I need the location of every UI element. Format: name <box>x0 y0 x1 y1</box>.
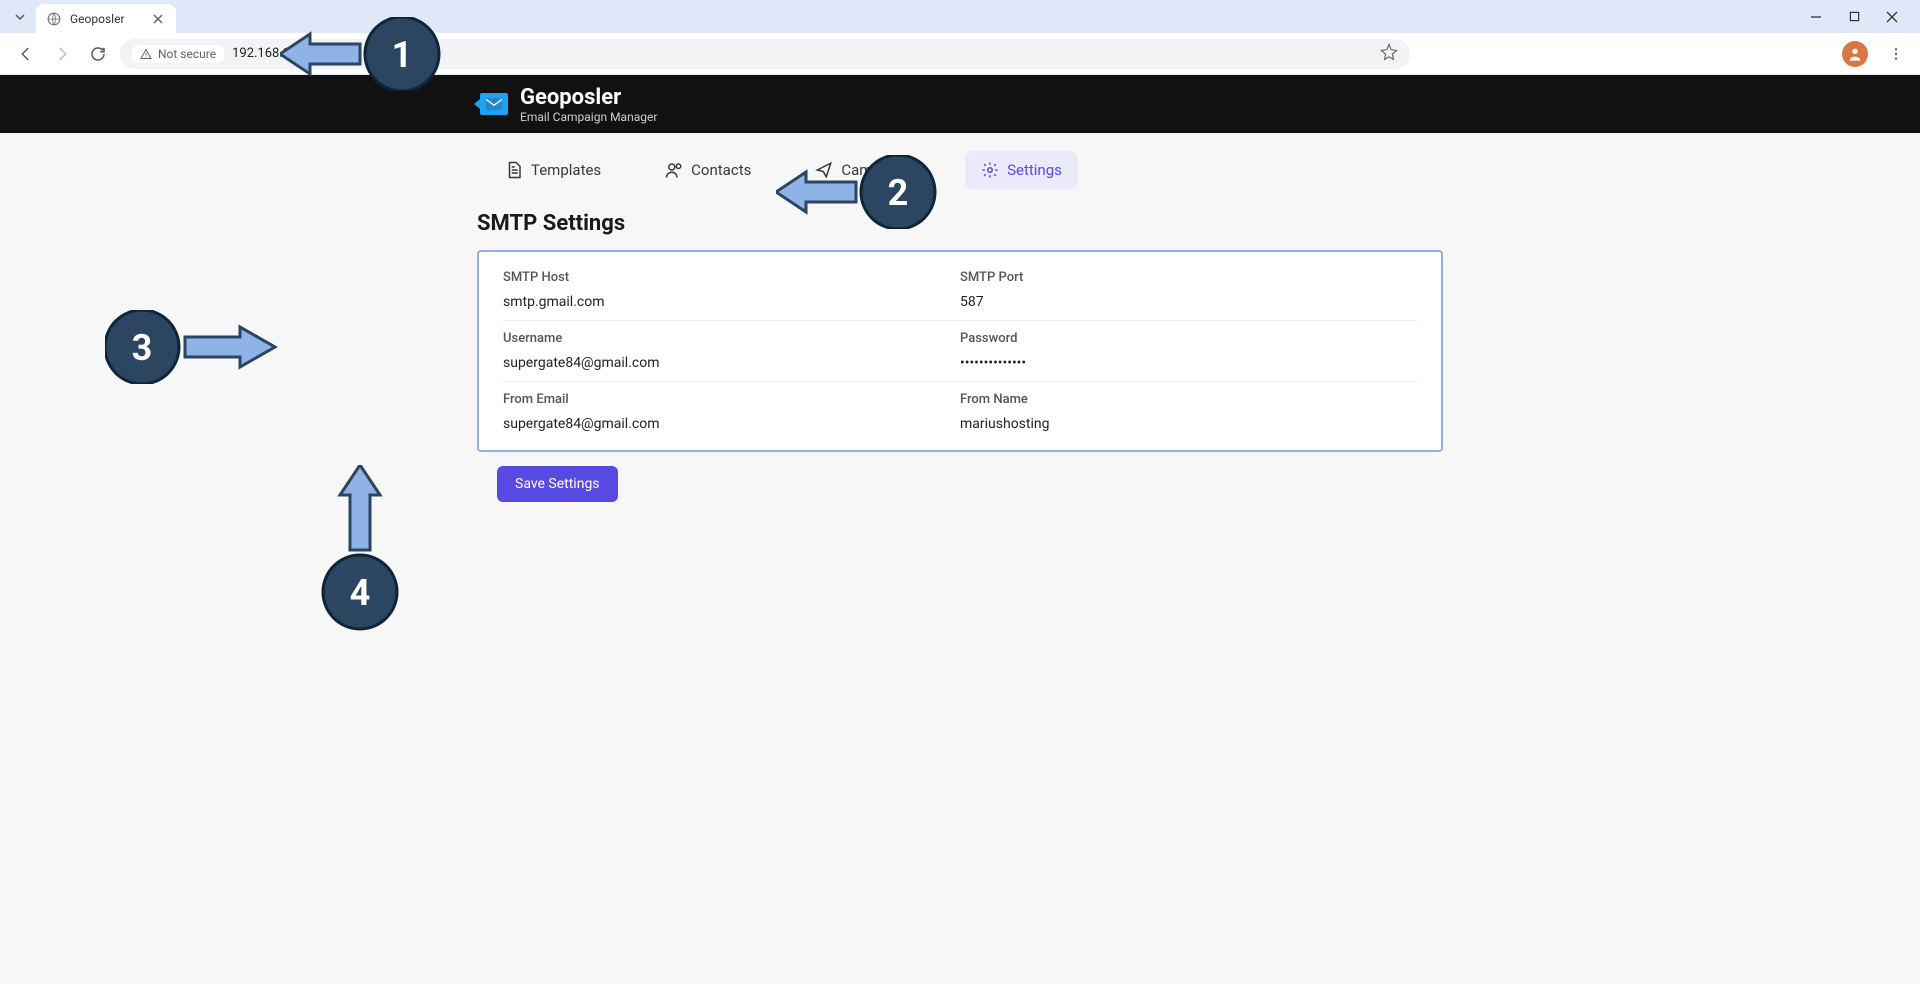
minimize-icon <box>1810 11 1822 23</box>
send-icon <box>815 161 833 179</box>
url-text: 192.168.1.18:3454 <box>232 46 340 61</box>
address-bar[interactable]: Not secure 192.168.1.18:3454 <box>120 39 1410 69</box>
tab-title: Geoposler <box>70 12 142 26</box>
field-label: From Email <box>503 392 960 407</box>
smtp-host-input[interactable] <box>503 294 960 310</box>
window-controls <box>1806 0 1912 33</box>
star-icon <box>1380 43 1398 61</box>
users-icon <box>665 161 683 179</box>
arrow-right-icon: 3 <box>105 310 280 384</box>
tab-campaigns[interactable]: Campaigns <box>799 151 933 189</box>
bookmark-button[interactable] <box>1380 43 1398 65</box>
close-icon <box>1886 11 1898 23</box>
tab-label: Settings <box>1007 161 1062 179</box>
tab-templates[interactable]: Templates <box>489 151 617 189</box>
tab-label: Templates <box>531 161 601 179</box>
from-name-input[interactable] <box>960 416 1417 432</box>
globe-icon <box>46 11 62 27</box>
annotation-3: 3 <box>105 310 280 388</box>
field-label: Username <box>503 331 960 346</box>
file-icon <box>505 161 523 179</box>
page-title: SMTP Settings <box>477 211 1443 236</box>
form-row: Username Password <box>503 321 1417 382</box>
avatar-icon <box>1847 46 1863 62</box>
maximize-button[interactable] <box>1844 7 1864 27</box>
form-row: From Email From Name <box>503 382 1417 442</box>
from-email-input[interactable] <box>503 416 960 432</box>
annotation-number: 4 <box>350 572 371 614</box>
reload-button[interactable] <box>84 40 112 68</box>
tab-label: Campaigns <box>841 161 917 179</box>
reload-icon <box>89 45 107 63</box>
save-settings-button[interactable]: Save Settings <box>497 466 618 502</box>
field-label: From Name <box>960 392 1417 407</box>
smtp-port-input[interactable] <box>960 294 1417 310</box>
annotation-4: 4 <box>318 465 402 639</box>
username-input[interactable] <box>503 355 960 371</box>
browser-menu-button[interactable] <box>1884 42 1908 66</box>
arrow-up-icon: 4 <box>318 465 402 635</box>
tab-settings[interactable]: Settings <box>965 151 1078 189</box>
page-content: Templates Contacts Campaigns Settings SM… <box>477 133 1443 502</box>
profile-avatar[interactable] <box>1842 41 1868 67</box>
close-window-button[interactable] <box>1882 7 1902 27</box>
close-icon <box>153 14 163 24</box>
browser-tab-strip: Geoposler <box>0 0 1920 33</box>
browser-toolbar: Not secure 192.168.1.18:3454 <box>0 33 1920 75</box>
nav-tabs: Templates Contacts Campaigns Settings <box>477 151 1443 189</box>
minimize-button[interactable] <box>1806 7 1826 27</box>
mail-icon <box>486 98 502 110</box>
app-name: Geoposler <box>520 85 657 110</box>
chevron-down-icon <box>14 11 26 23</box>
tab-contacts[interactable]: Contacts <box>649 151 767 189</box>
close-tab-button[interactable] <box>150 11 166 27</box>
app-subtitle: Email Campaign Manager <box>520 110 657 124</box>
browser-tab[interactable]: Geoposler <box>36 4 176 33</box>
security-badge[interactable]: Not secure <box>132 45 224 63</box>
form-row: SMTP Host SMTP Port <box>503 260 1417 321</box>
forward-button[interactable] <box>48 40 76 68</box>
tab-label: Contacts <box>691 161 751 179</box>
field-label: SMTP Port <box>960 270 1417 285</box>
tabs-dropdown-button[interactable] <box>8 5 32 29</box>
arrow-left-icon <box>17 45 35 63</box>
arrow-right-icon <box>53 45 71 63</box>
warning-icon <box>140 48 152 60</box>
app-logo <box>480 93 508 115</box>
field-label: Password <box>960 331 1417 346</box>
maximize-icon <box>1849 11 1860 22</box>
password-input[interactable] <box>960 355 1417 371</box>
smtp-form-panel: SMTP Host SMTP Port Username Password Fr… <box>477 250 1443 452</box>
security-label: Not secure <box>158 47 216 61</box>
vertical-dots-icon <box>1888 46 1904 62</box>
gear-icon <box>981 161 999 179</box>
app-header: Geoposler Email Campaign Manager <box>0 75 1920 133</box>
field-label: SMTP Host <box>503 270 960 285</box>
annotation-number: 3 <box>132 327 153 369</box>
back-button[interactable] <box>12 40 40 68</box>
